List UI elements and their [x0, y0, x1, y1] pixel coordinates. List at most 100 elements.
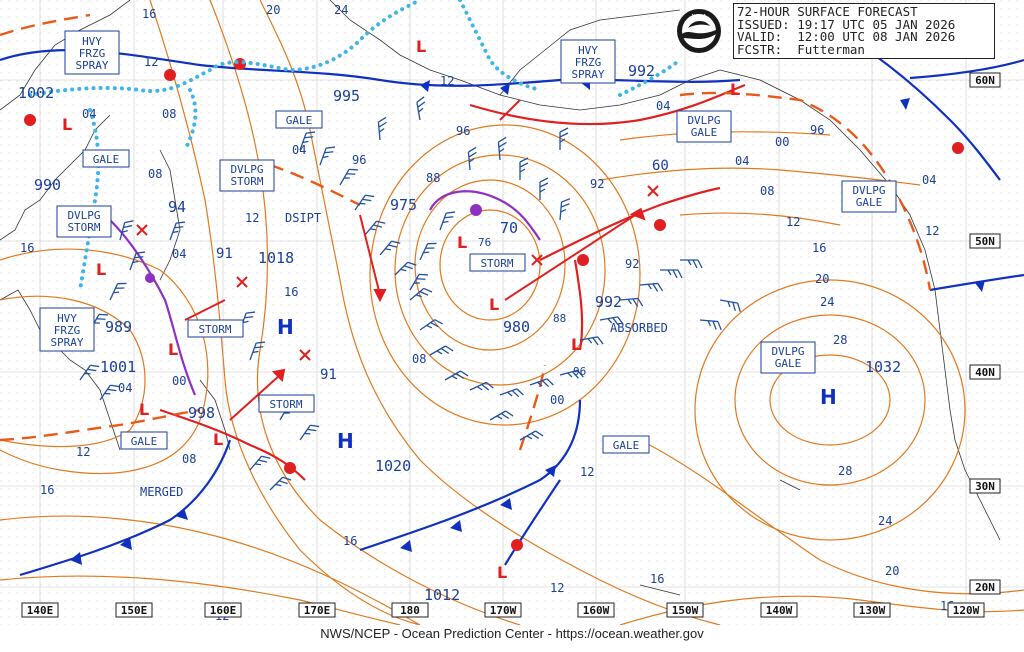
svg-text:HVY: HVY — [578, 44, 598, 57]
center-96: 96 — [573, 365, 586, 378]
pressure-centers: 1002 990 989 1001 998 975 70 980 992 101… — [18, 37, 901, 604]
wind-barb — [719, 299, 741, 312]
wind-barb — [539, 177, 549, 200]
high-marker: H H H — [277, 315, 837, 453]
svg-text:GALE: GALE — [286, 114, 313, 127]
svg-text:GALE: GALE — [691, 126, 718, 139]
wind-barb — [489, 410, 514, 421]
lon-label: 150E — [115, 602, 153, 618]
wind-barb — [249, 455, 271, 471]
svg-text:96: 96 — [810, 123, 824, 137]
svg-text:L: L — [168, 340, 178, 359]
wind-barb — [444, 370, 469, 381]
svg-text:92: 92 — [625, 257, 639, 271]
svg-text:H: H — [337, 429, 354, 453]
lon-label: 170E — [298, 602, 336, 618]
wind-barb — [419, 319, 443, 331]
svg-text:130W: 130W — [859, 604, 886, 617]
wind-barb — [319, 146, 336, 166]
wind-barb — [519, 157, 529, 180]
svg-text:88: 88 — [426, 171, 440, 185]
svg-text:L: L — [497, 563, 507, 582]
wind-barb — [559, 127, 569, 150]
svg-text:L: L — [96, 260, 106, 279]
svg-text:20N: 20N — [975, 581, 995, 594]
svg-text:12: 12 — [925, 224, 939, 238]
svg-text:40N: 40N — [975, 366, 995, 379]
svg-text:DVLPG: DVLPG — [230, 163, 263, 176]
lat-label: 30N — [969, 478, 1001, 494]
lon-label: 150W — [666, 602, 704, 618]
svg-text:GALE: GALE — [775, 357, 802, 370]
wind-barb — [379, 240, 401, 256]
svg-text:16: 16 — [812, 241, 826, 255]
svg-text:L: L — [489, 295, 499, 314]
annotation-merged: MERGED — [140, 485, 183, 499]
svg-text:180: 180 — [400, 604, 420, 617]
svg-text:00: 00 — [775, 135, 789, 149]
svg-text:20: 20 — [266, 3, 280, 17]
svg-text:L: L — [416, 37, 426, 56]
wind-barb — [119, 220, 134, 241]
svg-text:12: 12 — [580, 465, 594, 479]
lon-label: 130W — [853, 602, 891, 618]
high-1032-value: 1032 — [865, 358, 901, 376]
wind-barb — [429, 345, 454, 356]
svg-text:30N: 30N — [975, 480, 995, 493]
wind-barb — [409, 273, 428, 291]
annotations: DSIPT ABSORBED MERGED — [140, 211, 668, 499]
wind-barb — [409, 287, 433, 301]
warning-storm-2: STORM — [258, 394, 315, 413]
svg-text:HVY: HVY — [57, 312, 77, 325]
low-1002-value: 1002 — [18, 84, 54, 102]
svg-text:FRZG: FRZG — [575, 56, 602, 69]
svg-text:04: 04 — [292, 143, 306, 157]
lon-label: 120W — [947, 602, 985, 618]
svg-text:STORM: STORM — [198, 323, 231, 336]
svg-text:L: L — [62, 115, 72, 134]
annotation-dsipt: DSIPT — [285, 211, 321, 225]
wind-barb — [467, 146, 477, 171]
svg-text:12: 12 — [550, 581, 564, 595]
svg-text:24: 24 — [878, 514, 892, 528]
svg-text:H: H — [820, 385, 837, 409]
svg-text:16: 16 — [142, 7, 156, 21]
wind-barb — [499, 388, 524, 398]
svg-text:12: 12 — [245, 211, 259, 225]
wind-barb — [439, 211, 456, 231]
svg-text:GALE: GALE — [93, 153, 120, 166]
low-marker: L L L L L L L L L L L — [62, 37, 740, 582]
svg-text:12: 12 — [76, 445, 90, 459]
low-992-alaska-value: 992 — [628, 62, 655, 80]
svg-text:12: 12 — [440, 74, 454, 88]
low-990-value: 990 — [34, 176, 61, 194]
svg-text:28: 28 — [838, 464, 852, 478]
svg-text:150E: 150E — [121, 604, 148, 617]
wind-barb — [299, 131, 316, 151]
svg-text:04: 04 — [656, 99, 670, 113]
svg-text:20: 20 — [885, 564, 899, 578]
svg-text:DVLPG: DVLPG — [687, 114, 720, 127]
svg-text:16: 16 — [40, 483, 54, 497]
svg-text:08: 08 — [148, 167, 162, 181]
svg-text:140E: 140E — [27, 604, 54, 617]
svg-text:DVLPG: DVLPG — [67, 209, 100, 222]
wind-barb — [419, 242, 437, 261]
low-975-value: 975 — [390, 196, 417, 214]
svg-text:FRZG: FRZG — [79, 47, 106, 60]
high-1018-value: 1018 — [258, 249, 294, 267]
storm-positions — [136, 185, 659, 361]
svg-text:170E: 170E — [304, 604, 331, 617]
low-995-value: 995 — [333, 87, 360, 105]
lon-label: 160W — [577, 602, 615, 618]
wind-barb — [639, 282, 664, 292]
svg-text:16: 16 — [343, 534, 357, 548]
svg-text:DVLPG: DVLPG — [771, 345, 804, 358]
svg-text:00: 00 — [550, 393, 564, 407]
center-91-a: 91 — [216, 246, 233, 262]
